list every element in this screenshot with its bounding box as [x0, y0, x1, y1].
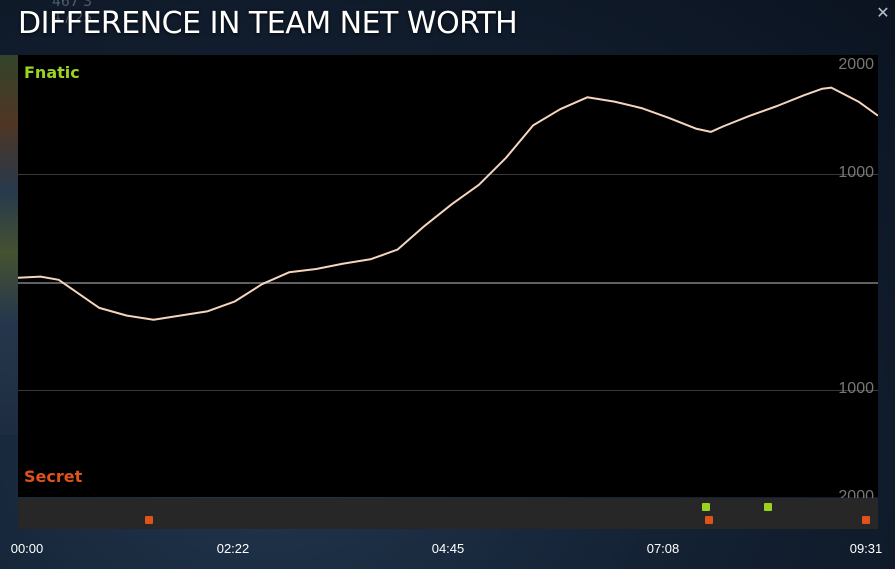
x-tick-label: 00:00 [10, 541, 44, 556]
x-tick-label: 07:08 [646, 541, 680, 556]
background-score-text: 467 3 4 / 25 [52, 0, 93, 26]
dire-event-marker[interactable] [145, 516, 153, 524]
x-tick-label: 02:22 [216, 541, 250, 556]
radiant-event-marker[interactable] [702, 503, 710, 511]
hero-portrait-strip [0, 55, 18, 435]
dire-event-marker[interactable] [862, 516, 870, 524]
gridline [18, 174, 878, 175]
gridline [18, 390, 878, 391]
y-tick-label: 1000 [838, 380, 874, 397]
chart-plot-area: 2000 1000 1000 2000 Fnatic Secret [18, 55, 878, 505]
gridline-zero [18, 282, 878, 284]
x-tick-label: 09:31 [849, 541, 883, 556]
event-timeline-bar [18, 498, 878, 529]
y-tick-label: 2000 [838, 56, 874, 73]
team-label-bottom: Secret [24, 467, 83, 486]
team-label-top: Fnatic [24, 63, 80, 82]
chart-title: DIFFERENCE IN TEAM NET WORTH [18, 6, 518, 41]
close-icon[interactable]: ✕ [876, 3, 890, 22]
net-worth-line-chart [18, 86, 878, 321]
net-worth-series-line [18, 86, 878, 321]
dire-event-marker[interactable] [705, 516, 713, 524]
radiant-event-marker[interactable] [764, 503, 772, 511]
y-tick-label: 1000 [838, 164, 874, 181]
x-tick-label: 04:45 [431, 541, 465, 556]
